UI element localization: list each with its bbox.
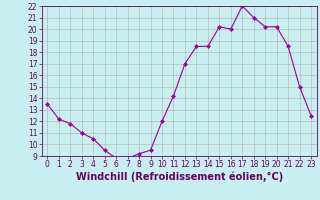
X-axis label: Windchill (Refroidissement éolien,°C): Windchill (Refroidissement éolien,°C) — [76, 172, 283, 182]
